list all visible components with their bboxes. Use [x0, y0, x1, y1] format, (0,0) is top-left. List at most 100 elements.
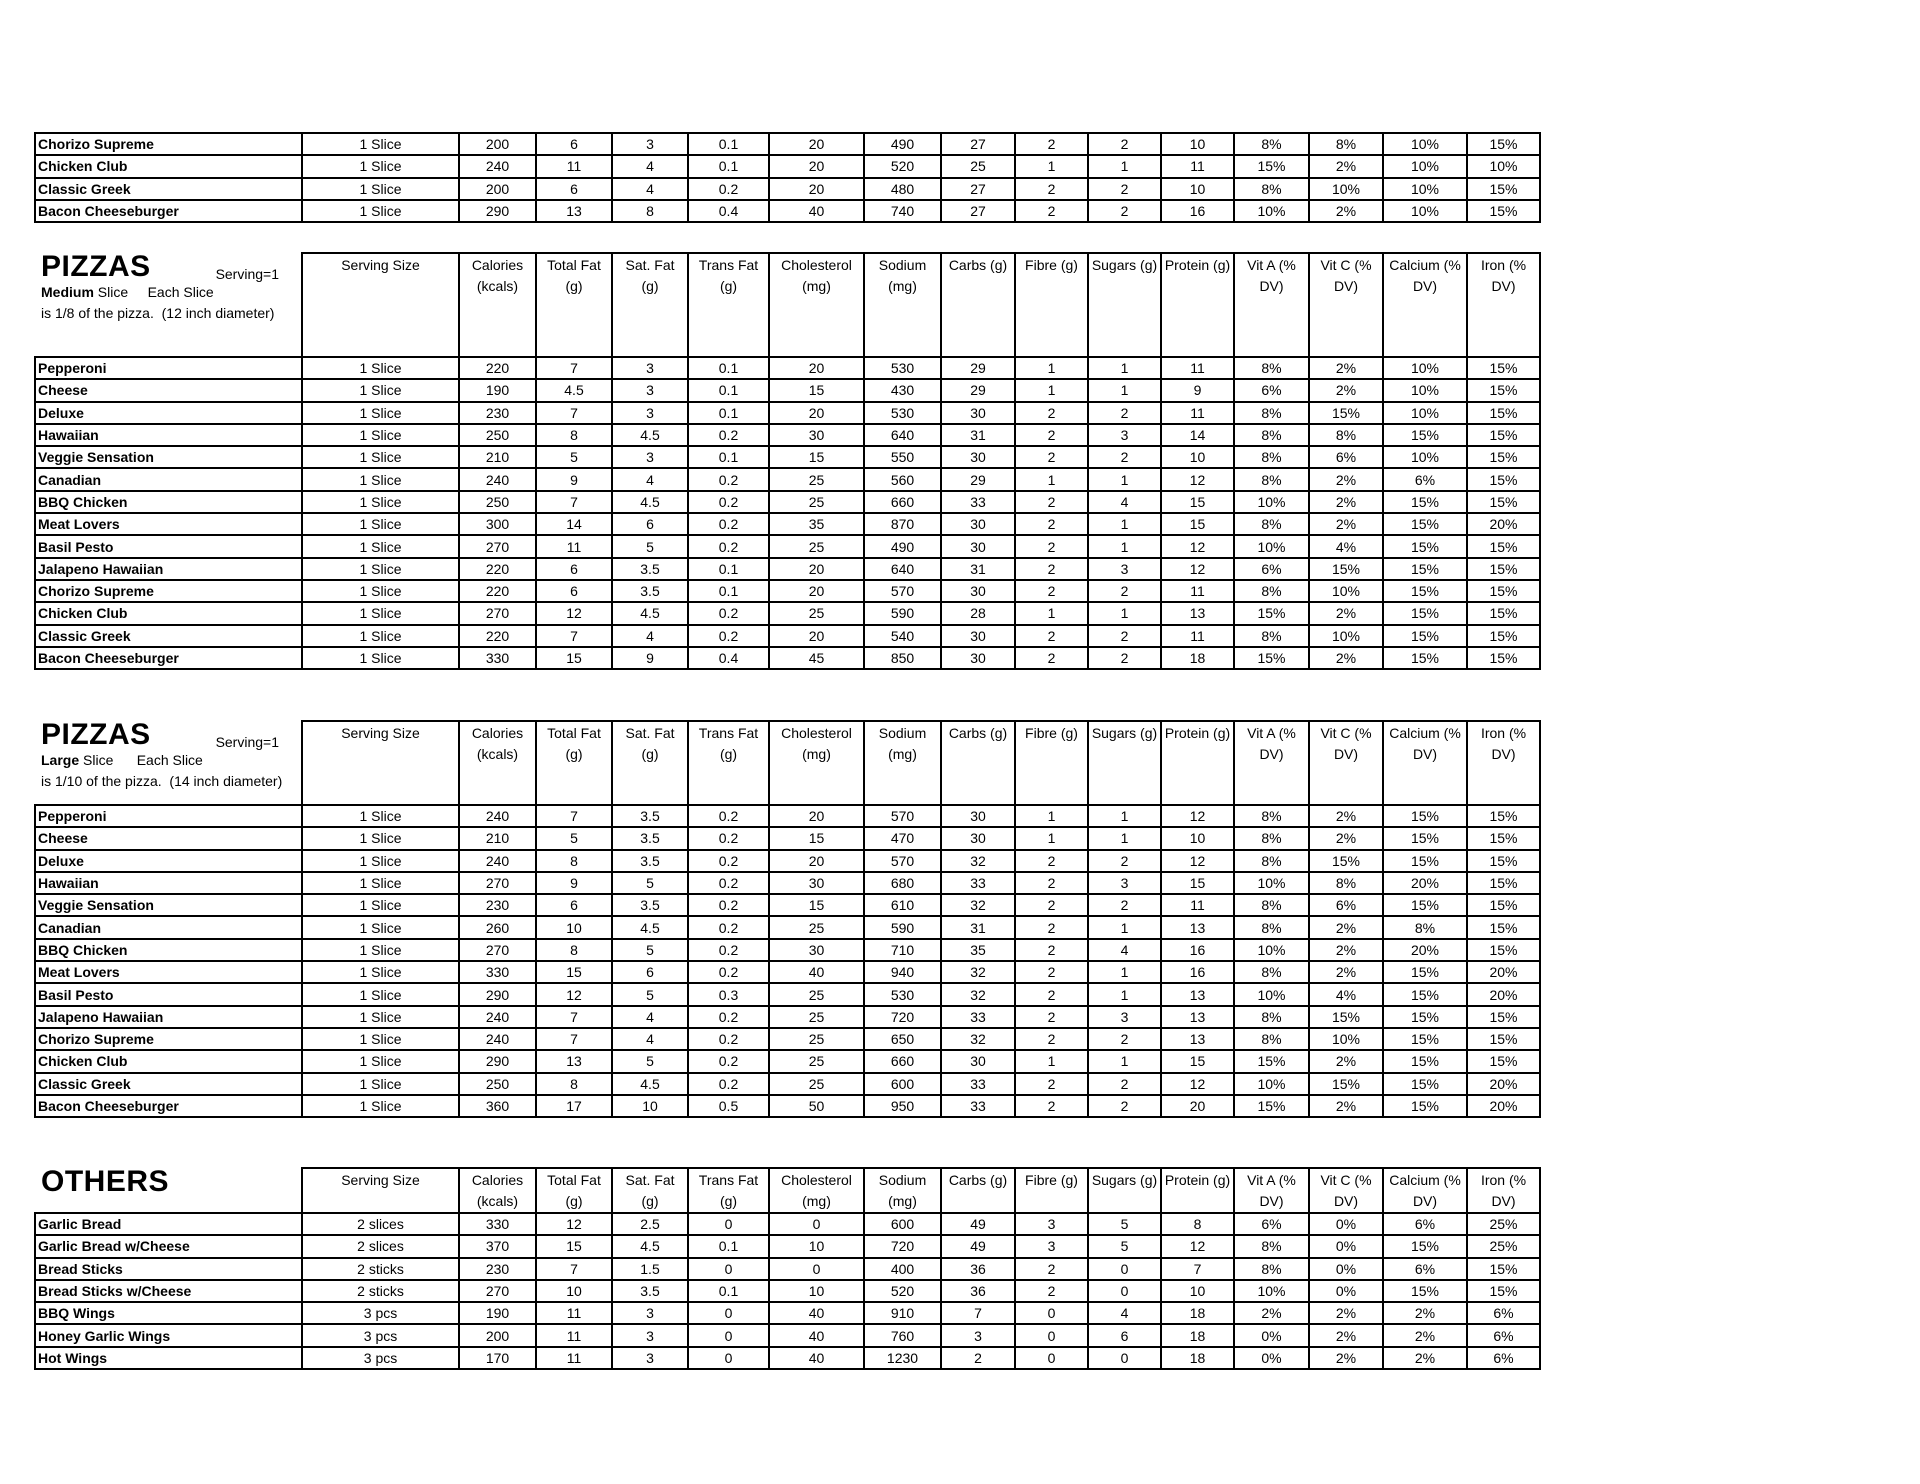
cell-value: 15% — [1466, 489, 1541, 515]
cell-value: 30 — [940, 645, 1016, 671]
item-name: Bread Sticks w/Cheese — [34, 1278, 303, 1304]
cell-value: 13 — [1160, 601, 1235, 626]
cell-value: 3.5 — [611, 1278, 689, 1304]
cell-value: 600 — [863, 1211, 942, 1237]
cell-value: 15% — [1466, 198, 1541, 224]
cell-value: 25 — [768, 1004, 865, 1029]
header-row: PIZZAS Serving=1 Large Slice Each Slice is… — [35, 720, 1541, 806]
cell-value: 15% — [1466, 803, 1541, 829]
cell-value: 270 — [458, 937, 537, 963]
serving-note: Serving=1 — [215, 734, 279, 750]
cell-value: 20 — [768, 623, 865, 648]
cell-value: 20% — [1466, 960, 1541, 985]
cell-value: 0 — [768, 1211, 865, 1237]
cell-value: 1230 — [863, 1345, 942, 1371]
cell-value: 250 — [458, 422, 537, 448]
cell-value: 7 — [535, 1026, 613, 1052]
table-row: Chicken Club 1 Slice 290 13 5 0.2 25 660 30 1 1 15 1… — [34, 1049, 1541, 1074]
cell-value: 330 — [458, 960, 537, 985]
cell-value: 870 — [863, 512, 942, 537]
column-header: Iron (% DV) — [1466, 252, 1541, 358]
cell-value: 0.3 — [687, 982, 770, 1007]
column-header: Vit C (% DV) — [1308, 1167, 1384, 1214]
cell-value: 430 — [863, 378, 942, 403]
cell-value: 8 — [535, 422, 613, 448]
cell-value: 25 — [768, 1026, 865, 1052]
table-row: Garlic Bread w/Cheese 2 slices 370 15 4.5 0.1… — [34, 1234, 1541, 1259]
cell-value: 1 Slice — [301, 578, 460, 604]
cell-value: 1 — [1014, 826, 1089, 851]
cell-value: 15% — [1382, 1026, 1468, 1052]
cell-value: 220 — [458, 355, 537, 381]
column-header: Sodium (mg) — [863, 720, 942, 806]
cell-value: 1 Slice — [301, 556, 460, 581]
cell-value: 1 Slice — [301, 1071, 460, 1096]
header-row: PIZZAS Serving=1 Medium Slice Each Slice i… — [35, 252, 1541, 358]
item-name: Pepperoni — [34, 803, 303, 829]
table-row: BBQ Chicken 1 Slice 270 8 5 0.2 30 710 35 2 4 16 10%… — [34, 937, 1541, 963]
cell-value: 16 — [1160, 198, 1235, 224]
cell-value: 8% — [1233, 467, 1310, 492]
cell-value: 8% — [1308, 131, 1384, 157]
cell-value: 3 — [611, 378, 689, 403]
cell-value: 15% — [1466, 915, 1541, 940]
cell-value: 9 — [535, 467, 613, 492]
cell-value: 15% — [1233, 1093, 1310, 1119]
cell-value: 15 — [535, 960, 613, 985]
cell-value: 1 — [1087, 601, 1162, 626]
cell-value: 10% — [1308, 1026, 1384, 1052]
cell-value: 1 Slice — [301, 512, 460, 537]
item-name: Bread Sticks — [34, 1256, 303, 1281]
cell-value: 4 — [611, 176, 689, 201]
column-header: Cholesterol (mg) — [768, 252, 865, 358]
cell-value: 10% — [1233, 1071, 1310, 1096]
cell-value: 0.2 — [687, 422, 770, 448]
cell-value: 18 — [1160, 645, 1235, 671]
column-header: Vit C (% DV) — [1308, 252, 1384, 358]
item-name: Veggie Sensation — [34, 445, 303, 470]
serving-note: Serving=1 — [215, 266, 279, 282]
cell-value: 0 — [687, 1323, 770, 1348]
cell-value: 1 — [1014, 467, 1089, 492]
cell-value: 15 — [1160, 512, 1235, 537]
cell-value: 200 — [458, 1323, 537, 1348]
cell-value: 2 — [1087, 848, 1162, 873]
cell-value: 2 — [1014, 198, 1089, 224]
cell-value: 3 — [1087, 870, 1162, 896]
cell-value: 15% — [1382, 1093, 1468, 1119]
table-row: Bacon Cheeseburger 1 Slice 360 17 10 0.5 50 950… — [34, 1093, 1541, 1119]
cell-value: 15% — [1466, 826, 1541, 851]
cell-value: 530 — [863, 355, 942, 381]
cell-value: 10% — [1382, 400, 1468, 425]
item-name: Veggie Sensation — [34, 893, 303, 918]
cell-value: 2 sticks — [301, 1278, 460, 1304]
cell-value: 4 — [1087, 937, 1162, 963]
item-name: Bacon Cheeseburger — [34, 198, 303, 224]
cell-value: 4.5 — [611, 601, 689, 626]
cell-value: 0 — [687, 1256, 770, 1281]
cell-value: 15% — [1466, 937, 1541, 963]
cell-value: 6% — [1382, 1256, 1468, 1281]
cell-value: 2 — [1014, 512, 1089, 537]
cell-value: 30 — [940, 445, 1016, 470]
cell-value: 27 — [940, 198, 1016, 224]
column-header: Iron (% DV) — [1466, 1167, 1541, 1214]
cell-value: 2 — [1014, 1071, 1089, 1096]
cell-value: 2 — [1014, 556, 1089, 581]
cell-value: 8% — [1233, 445, 1310, 470]
item-name: Deluxe — [34, 400, 303, 425]
section-title-cell: PIZZAS Serving=1 Large Slice Each Slice is… — [35, 721, 303, 806]
cell-value: 1 — [1087, 803, 1162, 829]
table-row: Classic Greek 1 Slice 220 7 4 0.2 20 540 30 2 2 11 8… — [34, 623, 1541, 648]
cell-value: 2 — [1014, 893, 1089, 918]
cell-value: 720 — [863, 1004, 942, 1029]
item-name: Classic Greek — [34, 623, 303, 648]
section-title: PIZZAS — [41, 253, 151, 283]
section-title-cell: OTHERS — [35, 1168, 303, 1214]
cell-value: 6% — [1466, 1345, 1541, 1371]
cell-value: 530 — [863, 982, 942, 1007]
cell-value: 15% — [1382, 960, 1468, 985]
cell-value: 250 — [458, 1071, 537, 1096]
cell-value: 3 — [611, 1301, 689, 1326]
item-name: Canadian — [34, 467, 303, 492]
